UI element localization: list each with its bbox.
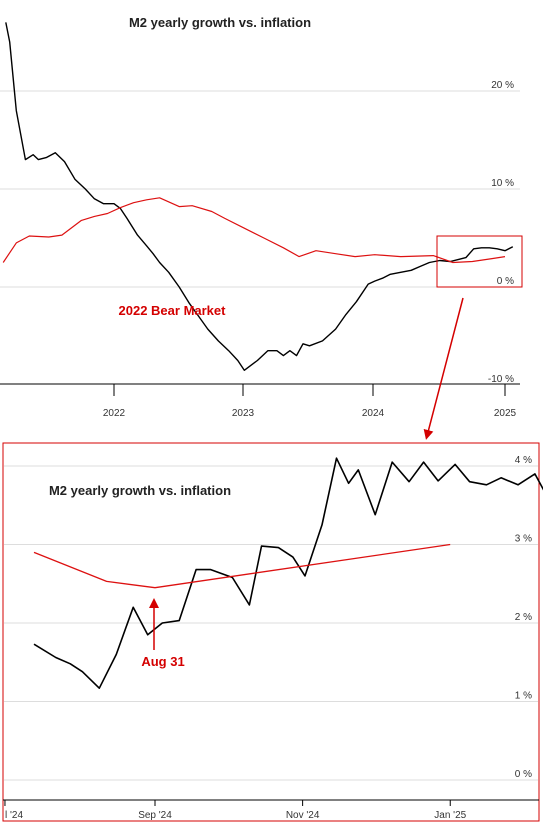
top-y-tick-10: 10 % <box>491 178 514 189</box>
top-x-tick-2025: 2025 <box>494 408 517 419</box>
bottom-chart-title: M2 yearly growth vs. inflation <box>49 483 231 498</box>
bottom-series-line-0 <box>33 457 543 690</box>
top-x-tick-2023: 2023 <box>232 408 255 419</box>
bottom-x-tick-nov-24: Nov '24 <box>286 810 320 821</box>
top-gridlines <box>0 90 520 288</box>
top-series-group <box>2 22 514 371</box>
bottom-x-tick-l-24: l '24 <box>5 810 23 821</box>
top-y-tick-0: 0 % <box>497 276 514 287</box>
top-x-tick-2022: 2022 <box>103 408 126 419</box>
top-chart-title: M2 yearly growth vs. inflation <box>129 15 311 30</box>
bottom-x-tick-jan-25: Jan '25 <box>434 810 466 821</box>
bottom-y-tick-labels: 4 % 3 % 2 % 1 % 0 % <box>515 455 532 780</box>
zoom-highlight-box <box>436 235 523 288</box>
top-series-line-1 <box>2 197 506 264</box>
bottom-series-group <box>33 457 543 690</box>
top-y-tick-10: -10 % <box>488 374 514 385</box>
bottom-y-tick-0: 0 % <box>515 769 532 780</box>
top-x-ticks: 2022 2023 2024 2025 <box>103 384 517 419</box>
bottom-x-tick-sep-24: Sep '24 <box>138 810 172 821</box>
top-y-tick-20: 20 % <box>491 80 514 91</box>
bottom-gridlines <box>4 465 538 781</box>
top-series-line-0 <box>5 22 514 371</box>
bottom-y-tick-2: 2 % <box>515 612 532 623</box>
zoom-arrow <box>423 297 464 440</box>
bottom-chart-frame <box>2 442 540 822</box>
bottom-y-tick-3: 3 % <box>515 534 532 545</box>
bear-market-annotation: 2022 Bear Market <box>119 303 227 318</box>
aug31-annotation: Aug 31 <box>141 654 184 669</box>
bottom-chart: 4 % 3 % 2 % 1 % 0 % l '24 Sep '24 Nov '24 Jan '… <box>2 442 543 822</box>
top-x-tick-2024: 2024 <box>362 408 385 419</box>
top-y-tick-labels: 20 % 10 % 0 % -10 % <box>488 80 514 385</box>
bottom-y-tick-4: 4 % <box>515 455 532 466</box>
top-chart: 20 % 10 % 0 % -10 % 2022 2023 2024 2025 M2 yea… <box>0 15 523 440</box>
bottom-series-line-1 <box>33 543 451 589</box>
bottom-x-ticks: l '24 Sep '24 Nov '24 Jan '25 <box>4 800 467 821</box>
bottom-y-tick-1: 1 % <box>515 691 532 702</box>
